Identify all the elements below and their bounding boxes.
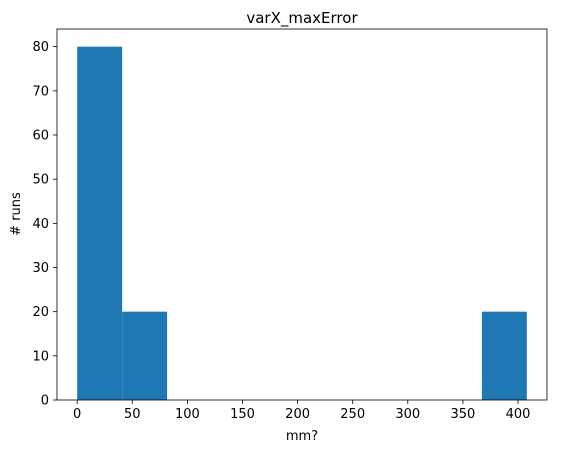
x-tick-label-7: 350 [450,407,475,422]
y-tick-label-4: 40 [32,217,49,232]
x-tick-label-8: 400 [506,407,531,422]
y-tick-label-3: 30 [32,261,49,276]
y-axis-label: # runs [9,192,24,236]
bars-layer [77,46,527,401]
histogram-bar-9 [481,311,527,400]
y-tick-label-0: 0 [41,394,49,409]
y-tick-label-8: 80 [32,40,49,55]
plot-frame [56,28,548,401]
x-tick-label-1: 50 [124,407,141,422]
x-axis-label: mm? [286,429,318,444]
y-tick-label-7: 70 [32,84,49,99]
x-tick-label-6: 300 [395,407,420,422]
x-tick-label-0: 0 [73,407,81,422]
y-tick-label-6: 60 [32,129,49,144]
y-tick-label-1: 10 [32,349,49,364]
y-tick-label-2: 20 [32,305,49,320]
histogram-bar-1 [122,311,168,400]
histogram-bar-0 [77,46,123,401]
x-tick-label-5: 250 [340,407,365,422]
x-axis-ticks: 0 50 100 150 200 250 300 350 400 [73,400,530,422]
chart-title: varX_maxError [246,9,358,28]
x-tick-label-2: 100 [175,407,200,422]
x-tick-label-4: 200 [285,407,310,422]
y-axis-ticks: 0 10 20 30 40 50 60 70 80 [32,40,57,409]
y-tick-label-5: 50 [32,173,49,188]
x-tick-label-3: 150 [230,407,255,422]
